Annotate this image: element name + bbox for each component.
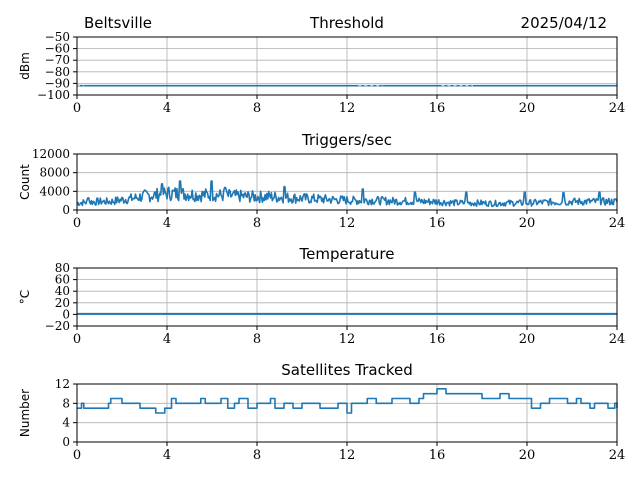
threshold-ytick-label: −60	[45, 42, 70, 56]
satellites-ytick-label: 8	[62, 396, 70, 410]
triggers-panel: 0 4 8 12 16 20 24 0 4000 8000 12000 Triggers/sec Cou…	[18, 131, 625, 231]
threshold-xtick-label: 20	[519, 101, 536, 116]
threshold-xtick-label: 0	[73, 101, 81, 116]
triggers-xtick-label: 20	[519, 216, 536, 231]
satellites-xtick-label: 24	[609, 448, 626, 463]
satellites-ytick-label: 0	[62, 435, 70, 449]
threshold-xtick-label: 8	[253, 101, 261, 116]
triggers-ytick-label: 8000	[39, 166, 70, 180]
threshold-ytick-label: −70	[45, 53, 70, 67]
satellites-xtick-label: 20	[519, 448, 536, 463]
temperature-ytick-label: 0	[62, 307, 70, 321]
satellites-xtick-label: 16	[429, 448, 446, 463]
threshold-ytick-label: −100	[37, 88, 70, 102]
threshold-ylabel: dBm	[18, 52, 32, 80]
triggers-ytick-label: 4000	[39, 184, 70, 198]
satellites-ylabel: Number	[18, 389, 32, 437]
triggers-xtick-label: 16	[429, 216, 446, 231]
triggers-xtick-label: 0	[73, 216, 81, 231]
satellites-xtick-label: 4	[163, 448, 171, 463]
triggers-xtick-label: 12	[339, 216, 356, 231]
temperature-xtick-label: 8	[253, 332, 261, 347]
temperature-xtick-label: 12	[339, 332, 356, 347]
threshold-ytick-label: −80	[45, 65, 70, 79]
threshold-xtick-label: 12	[339, 101, 356, 116]
satellites-xtick-label: 12	[339, 448, 356, 463]
triggers-xtick-label: 8	[253, 216, 261, 231]
temperature-ytick-label: 40	[55, 284, 70, 298]
threshold-ytick-label: −50	[45, 30, 70, 44]
location-label: Beltsville	[84, 14, 152, 32]
temperature-xtick-label: 0	[73, 332, 81, 347]
satellites-title: Satellites Tracked	[281, 361, 412, 379]
satellites-ytick-label: 12	[55, 377, 70, 391]
triggers-xtick-label: 24	[609, 216, 626, 231]
temperature-ytick-label: 20	[55, 296, 70, 310]
satellites-series-line	[77, 388, 618, 414]
threshold-title: Threshold	[309, 14, 384, 32]
threshold-xtick-label: 4	[163, 101, 171, 116]
triggers-title: Triggers/sec	[301, 131, 392, 149]
temperature-xtick-label: 20	[519, 332, 536, 347]
threshold-xtick-label: 24	[609, 101, 626, 116]
triggers-ylabel: Count	[18, 164, 32, 200]
threshold-xtick-label: 16	[429, 101, 446, 116]
temperature-ytick-label: 60	[55, 273, 70, 287]
threshold-panel: 0 4 8 12 16 20 24 −100−90−80−70−60−50 Threshold d…	[18, 14, 625, 116]
temperature-ytick-label: 80	[55, 261, 70, 275]
triggers-ytick-label: 12000	[32, 147, 70, 161]
triggers-xtick-label: 4	[163, 216, 171, 231]
threshold-ytick-label: −90	[45, 76, 70, 90]
temperature-title: Temperature	[298, 245, 394, 263]
date-label: 2025/04/12	[521, 14, 607, 32]
temperature-xtick-label: 24	[609, 332, 626, 347]
satellites-xtick-label: 0	[73, 448, 81, 463]
temperature-ytick-label: −20	[45, 319, 70, 333]
satellites-xtick-label: 8	[253, 448, 261, 463]
triggers-ytick-label: 0	[62, 203, 70, 217]
satellites-ytick-label: 4	[62, 416, 70, 430]
satellites-panel: 0 4 8 12 16 20 24 0 4 8 12 Satellites Tracked Number	[18, 361, 625, 463]
temperature-xtick-label: 16	[429, 332, 446, 347]
temperature-xtick-label: 4	[163, 332, 171, 347]
temperature-ylabel: °C	[18, 290, 32, 304]
triggers-series-line	[76, 180, 618, 208]
